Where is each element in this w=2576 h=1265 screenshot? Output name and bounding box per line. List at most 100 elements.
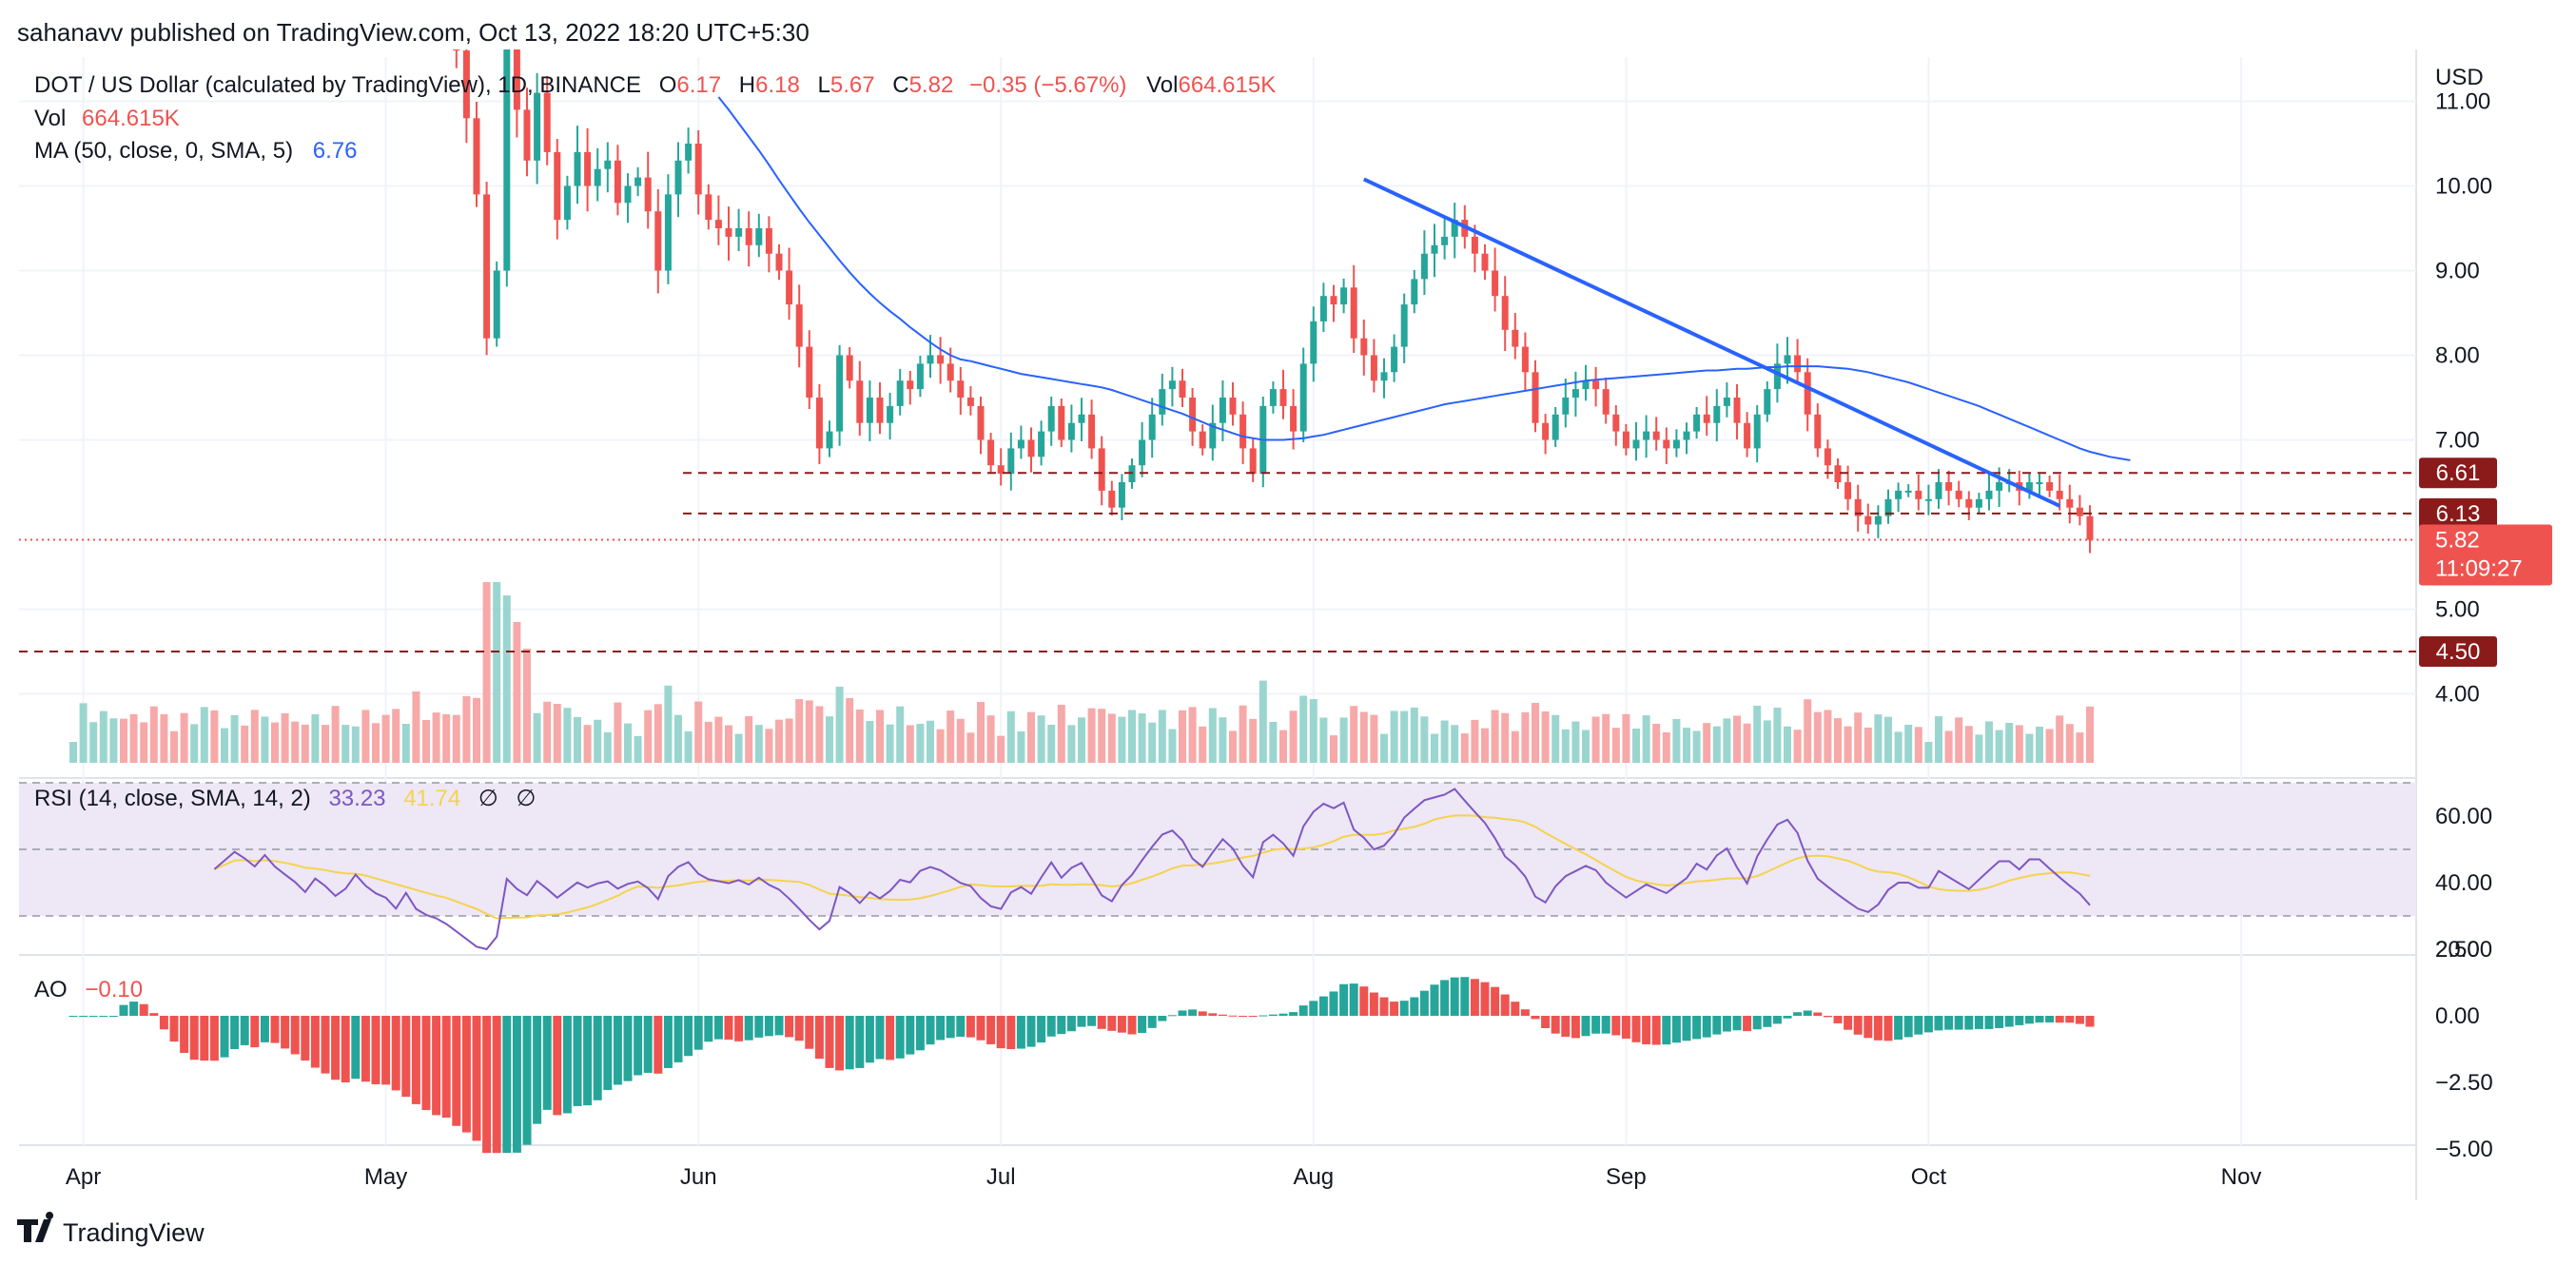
volume-bar	[1914, 727, 1922, 763]
volume-bar	[1339, 717, 1348, 763]
volume-bar	[322, 725, 329, 763]
rsi-line	[213, 788, 2091, 951]
ao-bar	[1470, 979, 1479, 1016]
ao-bar	[1601, 1016, 1610, 1034]
candle-body	[664, 194, 672, 271]
candle	[644, 151, 652, 229]
candle-body	[1693, 414, 1701, 432]
candle-body	[1310, 321, 1317, 364]
volume-bar	[1703, 723, 1711, 763]
volume-bar	[866, 721, 874, 763]
candle	[1411, 269, 1418, 314]
candle	[896, 368, 904, 416]
volume-bar	[523, 649, 531, 763]
candle-body	[2056, 490, 2063, 499]
candle	[866, 380, 873, 441]
candle-body	[2046, 482, 2054, 491]
volume-bar	[1743, 723, 1751, 763]
volume-bar	[815, 706, 824, 763]
candle	[907, 370, 914, 405]
candle	[1965, 491, 1973, 520]
candle	[1360, 319, 1368, 376]
candle-body	[1108, 490, 1116, 508]
candle-body	[1179, 380, 1186, 398]
ao-bar	[744, 1016, 753, 1041]
candle	[1391, 334, 1398, 382]
volume-bar	[1551, 714, 1560, 763]
ao-bar	[522, 1016, 532, 1145]
volume-bar	[120, 718, 127, 763]
candle-body	[1501, 296, 1509, 330]
ao-bar	[432, 1016, 441, 1116]
volume-bar	[1179, 710, 1186, 763]
candle	[554, 139, 561, 240]
volume-bar	[1138, 713, 1146, 763]
ao-bar	[1682, 1016, 1691, 1041]
candle	[786, 247, 793, 321]
volume-bar	[1662, 731, 1670, 763]
candle	[694, 129, 702, 215]
candle-body	[1723, 398, 1730, 406]
tradingview-logo[interactable]: TradingView	[17, 1212, 205, 1247]
ao-bar	[583, 1016, 593, 1106]
ao-bar	[976, 1016, 986, 1041]
candle	[876, 381, 884, 435]
ao-bar	[1712, 1016, 1722, 1035]
candle	[1047, 397, 1055, 446]
candle-body	[1955, 490, 1962, 499]
ao-bar	[1278, 1013, 1288, 1016]
ao-bar	[825, 1016, 834, 1068]
ao-bar	[1894, 1016, 1903, 1041]
candle	[1239, 401, 1247, 464]
ao-bar	[814, 1016, 824, 1060]
volume-bar	[1864, 728, 1872, 763]
volume-bar	[1511, 730, 1519, 763]
candle-body	[826, 431, 833, 449]
volume-bar	[381, 714, 390, 763]
candle	[1098, 436, 1105, 506]
ao-bar	[1662, 1016, 1671, 1045]
candle	[1602, 377, 1610, 424]
volume-bar	[1229, 730, 1237, 763]
candle	[1975, 493, 1982, 515]
candle	[685, 127, 693, 174]
candle-body	[1269, 389, 1277, 406]
candle	[1058, 398, 1065, 447]
ao-bar	[774, 1016, 784, 1036]
candle	[1764, 380, 1771, 422]
volume-bar	[261, 716, 269, 763]
volume-bar	[614, 702, 622, 763]
candle-body	[2076, 507, 2083, 516]
candle	[1310, 306, 1317, 382]
symbol-label[interactable]: DOT / US Dollar (calculated by TradingVi…	[34, 72, 641, 98]
volume-bar	[230, 714, 239, 763]
candle	[1996, 467, 2003, 507]
volume-bar	[1964, 726, 1973, 763]
ma-legend-value: 6.76	[313, 138, 358, 164]
candle	[1067, 404, 1075, 453]
volume-bar	[1532, 703, 1539, 763]
ma-legend-label: MA (50, close, 0, SMA, 5)	[34, 138, 293, 164]
candle	[1269, 380, 1277, 414]
level-badge	[2419, 457, 2497, 489]
volume-bar	[1955, 717, 1963, 763]
volume-bar	[1319, 717, 1328, 763]
candle	[1874, 505, 1882, 538]
ao-bar	[159, 1016, 168, 1030]
candle-body	[594, 168, 601, 186]
ao-bar	[1228, 1015, 1238, 1017]
candle-body	[694, 144, 702, 195]
volume-bar	[916, 724, 925, 763]
volume-bar	[664, 685, 673, 763]
time-axis-label-nov: Nov	[2221, 1164, 2262, 1190]
candle-body	[1370, 355, 1377, 381]
candle	[1582, 364, 1590, 401]
candle-body	[1965, 498, 1973, 508]
candle-body	[1319, 296, 1327, 321]
ao-bar	[613, 1016, 622, 1085]
time-axis-label-sep: Sep	[1606, 1164, 1647, 1190]
ao-bar	[371, 1016, 381, 1084]
ao-bar	[1692, 1016, 1702, 1040]
